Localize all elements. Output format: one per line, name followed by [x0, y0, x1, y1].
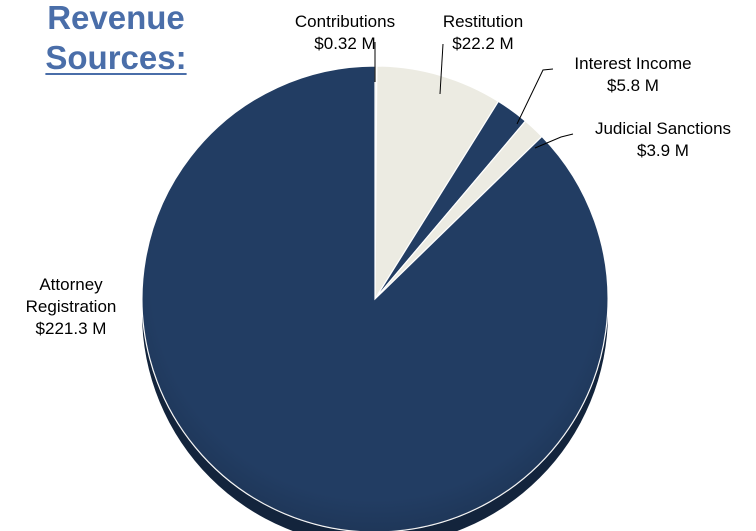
slice-label-3-line-0: Judicial Sanctions: [595, 119, 731, 138]
slice-label-3-line-1: $3.9 M: [637, 141, 689, 160]
slice-label-4: Attorney Registration $221.3 M: [26, 275, 117, 338]
slice-label-1-line-1: $22.2 M: [452, 34, 513, 53]
slice-label-4-line-1: Registration: [26, 297, 117, 316]
slice-label-3: Judicial Sanctions $3.9 M: [595, 119, 731, 160]
slice-label-4-line-0: Attorney: [39, 275, 103, 294]
slice-label-2-line-1: $5.8 M: [607, 76, 659, 95]
slice-label-2: Interest Income $5.8 M: [574, 54, 691, 95]
leader-line-2: [516, 68, 554, 125]
slice-label-1-line-0: Restitution: [443, 12, 523, 31]
slice-label-2-line-0: Interest Income: [574, 54, 691, 73]
leader-line-1: [439, 43, 444, 95]
slice-label-4-line-2: $221.3 M: [36, 319, 107, 338]
chart-title-line1: Revenue: [47, 0, 185, 36]
chart-title: Revenue Sources:: [18, 0, 214, 78]
slice-label-0-line-1: $0.32 M: [314, 34, 375, 53]
leader-line-3: [534, 133, 574, 149]
slice-label-0-line-0: Contributions: [295, 12, 395, 31]
slice-label-0: Contributions $0.32 M: [295, 12, 395, 53]
slice-label-1: Restitution $22.2 M: [443, 12, 523, 53]
